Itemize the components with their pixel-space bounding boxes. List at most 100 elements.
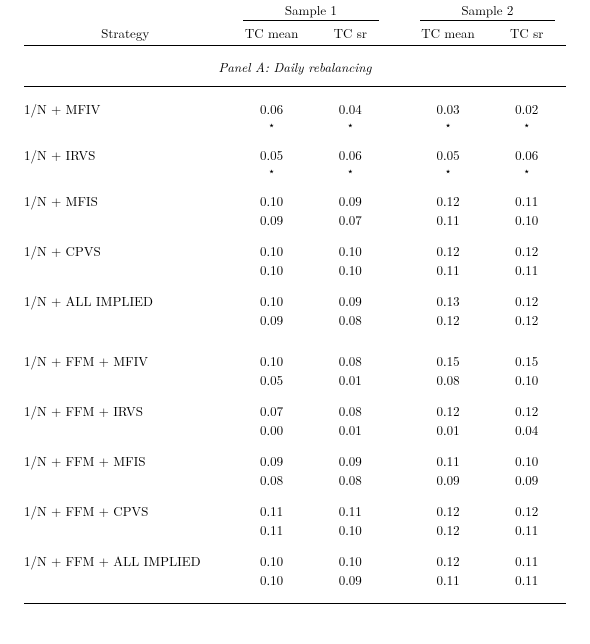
value-cell: 0.08	[311, 310, 390, 329]
value-cell: 0.13	[409, 279, 488, 310]
value-cell: 0.04	[487, 420, 566, 439]
table-row: 0.050.010.080.10	[24, 370, 566, 389]
star-cell: ⋆	[232, 164, 311, 179]
value-cell: 0.10	[232, 539, 311, 570]
value-cell: 0.11	[232, 520, 311, 539]
value-cell: 0.01	[409, 420, 488, 439]
value-cell: 0.09	[311, 570, 390, 589]
value-cell: 0.12	[409, 520, 488, 539]
value-cell: 0.12	[409, 489, 488, 520]
tc-sr-1: TC sr	[311, 21, 390, 45]
table-row: ⋆⋆⋆⋆	[24, 164, 566, 179]
value-cell: 0.11	[487, 260, 566, 279]
table-row: 0.100.090.110.11	[24, 570, 566, 589]
value-cell: 0.10	[232, 570, 311, 589]
star-cell: ⋆	[409, 164, 488, 179]
value-cell: 0.10	[487, 439, 566, 470]
value-cell: 0.11	[409, 210, 488, 229]
value-cell: 0.15	[409, 329, 488, 370]
value-cell: 0.11	[487, 179, 566, 210]
value-cell: 0.05	[232, 370, 311, 389]
panel-title: Panel A: Daily rebalancing	[24, 46, 566, 87]
table-row: 1/N + CPVS0.100.100.120.12	[24, 229, 566, 260]
value-cell: 0.09	[311, 439, 390, 470]
value-cell: 0.09	[232, 439, 311, 470]
value-cell: 0.08	[311, 389, 390, 420]
value-cell: 0.07	[311, 210, 390, 229]
value-cell: 0.11	[409, 260, 488, 279]
table-row: 1/N + IRVS0.050.060.050.06	[24, 133, 566, 164]
value-cell: 0.04	[311, 87, 390, 119]
value-cell: 0.08	[232, 470, 311, 489]
strategy-name: 1/N + FFM + ALL IMPLIED	[24, 539, 232, 570]
strategy-name: 1/N + FFM + IRVS	[24, 389, 232, 420]
star-cell: ⋆	[409, 118, 488, 133]
value-cell: 0.12	[409, 389, 488, 420]
value-cell: 0.12	[409, 310, 488, 329]
value-cell: 0.09	[487, 470, 566, 489]
table-row: 1/N + MFIS0.100.090.120.11	[24, 179, 566, 210]
value-cell: 0.09	[311, 179, 390, 210]
star-cell: ⋆	[487, 118, 566, 133]
value-cell: 0.12	[487, 279, 566, 310]
value-cell: 0.15	[487, 329, 566, 370]
table-row: 1/N + FFM + MFIV0.100.08 0.150.15	[24, 329, 566, 370]
star-cell: ⋆	[232, 118, 311, 133]
value-cell: 0.10	[232, 229, 311, 260]
value-cell: 0.12	[487, 229, 566, 260]
value-cell: 0.11	[232, 489, 311, 520]
strategy-name: 1/N + CPVS	[24, 229, 232, 260]
section-a: 1/N + MFIV0.060.040.030.02⋆⋆⋆⋆1/N + IRVS…	[24, 87, 566, 330]
value-cell: 0.01	[311, 420, 390, 439]
strategy-header: Strategy	[24, 21, 232, 45]
value-cell: 0.10	[487, 210, 566, 229]
value-cell: 0.11	[487, 520, 566, 539]
value-cell: 0.06	[311, 133, 390, 164]
value-cell: 0.08	[409, 370, 488, 389]
value-cell: 0.06	[487, 133, 566, 164]
table-row: 0.080.080.090.09	[24, 470, 566, 489]
value-cell: 0.10	[311, 520, 390, 539]
table-row: ⋆⋆⋆⋆	[24, 118, 566, 133]
value-cell: 0.06	[232, 87, 311, 119]
results-table: Sample 1 Sample 2 Strategy TC mean TC sr…	[24, 0, 566, 604]
value-cell: 0.12	[487, 489, 566, 520]
value-cell: 0.03	[409, 87, 488, 119]
value-cell: 0.09	[311, 279, 390, 310]
value-cell: 0.10	[311, 539, 390, 570]
value-cell: 0.10	[487, 370, 566, 389]
value-cell: 0.11	[487, 539, 566, 570]
strategy-name: 1/N + FFM + MFIV	[24, 329, 232, 370]
sample2-header: Sample 2	[409, 0, 566, 20]
table-row: 1/N + FFM + MFIS0.090.090.110.10	[24, 439, 566, 470]
table-row: 1/N + FFM + IRVS0.070.08 0.120.12	[24, 389, 566, 420]
value-cell: 0.10	[232, 179, 311, 210]
star-cell: ⋆	[311, 118, 390, 133]
value-cell: 0.12	[409, 229, 488, 260]
value-cell: 0.12	[409, 539, 488, 570]
value-cell: 0.00	[232, 420, 311, 439]
value-cell: 0.02	[487, 87, 566, 119]
strategy-name: 1/N + IRVS	[24, 133, 232, 164]
table-row: 1/N + FFM + ALL IMPLIED0.100.100.120.11	[24, 539, 566, 570]
value-cell: 0.11	[487, 570, 566, 589]
value-cell: 0.12	[487, 310, 566, 329]
tc-mean-1: TC mean	[232, 21, 311, 45]
section-b: 1/N + FFM + MFIV0.100.080.150.150.050.01…	[24, 329, 566, 589]
value-cell: 0.05	[232, 133, 311, 164]
value-cell: 0.08	[311, 470, 390, 489]
table-row: 0.100.100.110.11	[24, 260, 566, 279]
strategy-name: 1/N + FFM + MFIS	[24, 439, 232, 470]
table-row: 1/N + FFM + CPVS0.110.110.120.12	[24, 489, 566, 520]
value-cell: 0.09	[232, 310, 311, 329]
strategy-name: 1/N + MFIS	[24, 179, 232, 210]
value-cell: 0.12	[487, 389, 566, 420]
tc-mean-2: TC mean	[409, 21, 488, 45]
value-cell: 0.08	[311, 329, 390, 370]
table-row: 0.090.070.110.10	[24, 210, 566, 229]
value-cell: 0.10	[232, 329, 311, 370]
star-cell: ⋆	[487, 164, 566, 179]
value-cell: 0.10	[232, 279, 311, 310]
value-cell: 0.07	[232, 389, 311, 420]
table-row: 0.090.08 0.120.12	[24, 310, 566, 329]
